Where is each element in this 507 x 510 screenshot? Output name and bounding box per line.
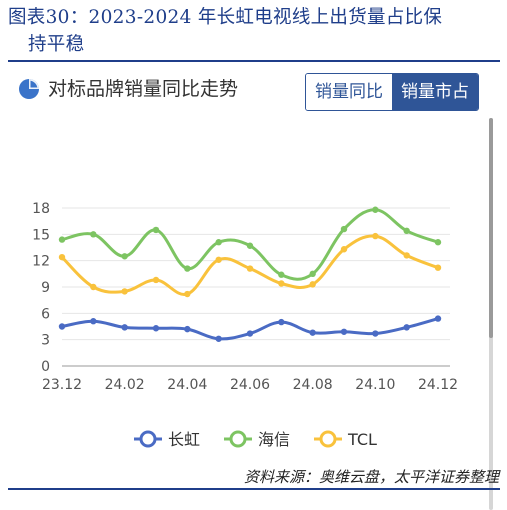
series-1-point-0 xyxy=(58,236,66,243)
legend-marker-2 xyxy=(319,430,337,448)
legend-label-2: TCL xyxy=(347,430,377,449)
series-1-point-1 xyxy=(90,231,97,238)
series-0-point-8 xyxy=(309,329,316,336)
series-2-point-0 xyxy=(58,253,66,261)
series-2-point-7 xyxy=(278,280,285,287)
source-note: 资料来源：奥维云盘，太平洋证券整理 xyxy=(243,468,499,486)
panel-header-title: 对标品牌销量同比走势 xyxy=(48,78,239,100)
series-0-point-2 xyxy=(121,324,128,331)
series-0-point-4 xyxy=(184,325,191,333)
legend-marker-0 xyxy=(139,430,157,448)
series-2-point-11 xyxy=(403,252,410,259)
y-tick-label: 3 xyxy=(41,333,50,349)
x-tick-label: 24.06 xyxy=(230,377,270,393)
toggle-share-button[interactable]: 销量市占 xyxy=(392,74,478,110)
series-0-point-1 xyxy=(90,318,97,325)
series-1-point-5 xyxy=(215,239,222,246)
y-tick-label: 18 xyxy=(32,201,50,217)
series-1-point-8 xyxy=(309,270,316,278)
metric-toggle: 销量同比 销量市占 xyxy=(305,73,479,111)
series-2-point-3 xyxy=(152,276,160,284)
series-1-point-10 xyxy=(372,206,379,213)
series-0-point-7 xyxy=(278,318,285,326)
series-2-point-12 xyxy=(434,264,442,271)
series-0-point-5 xyxy=(215,335,222,342)
x-tick-label: 24.02 xyxy=(105,377,145,393)
series-2-point-1 xyxy=(90,283,97,291)
pie-chart-icon xyxy=(19,79,39,99)
figure-title-line2: 持平稳 xyxy=(28,34,85,55)
series-2-point-9 xyxy=(340,246,348,253)
series-2-point-5 xyxy=(215,256,222,263)
series-1-point-4 xyxy=(184,265,191,272)
series-0-point-6 xyxy=(246,330,254,337)
series-1-point-3 xyxy=(152,226,160,234)
series-0-point-10 xyxy=(372,330,379,337)
series-2-point-10 xyxy=(372,232,379,240)
series-2-point-6 xyxy=(246,265,254,272)
figure-title-line1: 图表30：2023-2024 年长虹电视线上出货量占比保 xyxy=(8,7,443,28)
x-tick-label: 24.12 xyxy=(418,377,458,393)
figure-title: 图表30：2023-2024 年长虹电视线上出货量占比保 持平稳 xyxy=(8,4,500,58)
chart-panel: 对标品牌销量同比走势 销量同比 销量市占 0 3 6 9 12 15 18 23.12 24.0… xyxy=(8,66,493,510)
x-tick-label: 24.04 xyxy=(167,377,207,393)
series-0-point-3 xyxy=(152,325,160,332)
series-2-point-2 xyxy=(121,288,128,295)
series-2-point-4 xyxy=(184,290,191,298)
series-0-point-9 xyxy=(340,328,348,335)
series-0-point-12 xyxy=(434,315,442,322)
legend-label-0: 长虹 xyxy=(168,430,200,449)
y-tick-label: 12 xyxy=(32,254,50,270)
y-tick-label: 0 xyxy=(41,359,50,375)
series-1-point-2 xyxy=(121,253,128,260)
series-1-point-7 xyxy=(278,271,285,278)
toggle-yoy-button[interactable]: 销量同比 xyxy=(306,74,392,110)
y-tick-label: 9 xyxy=(41,280,50,296)
x-tick-label: 24.10 xyxy=(355,377,395,393)
scrollbar-thumb[interactable] xyxy=(489,118,493,338)
series-0-point-0 xyxy=(58,323,66,330)
y-tick-label: 15 xyxy=(32,227,50,243)
legend-label-1: 海信 xyxy=(258,430,290,449)
series-2-point-8 xyxy=(309,281,316,288)
line-chart: 0 3 6 9 12 15 18 23.12 24.02 24.04 24.06 24.08 24.10… xyxy=(32,201,458,449)
series-1-point-9 xyxy=(340,225,348,233)
series-1-point-6 xyxy=(246,242,254,249)
series-1-point-11 xyxy=(403,227,410,235)
x-tick-label: 23.12 xyxy=(42,377,82,393)
series-1-point-12 xyxy=(434,239,442,246)
series-0-point-11 xyxy=(403,324,410,331)
title-divider xyxy=(8,60,500,62)
legend-marker-1 xyxy=(229,430,247,448)
y-tick-label: 6 xyxy=(41,306,50,322)
x-tick-label: 24.08 xyxy=(293,377,333,393)
footer-divider xyxy=(8,488,500,490)
